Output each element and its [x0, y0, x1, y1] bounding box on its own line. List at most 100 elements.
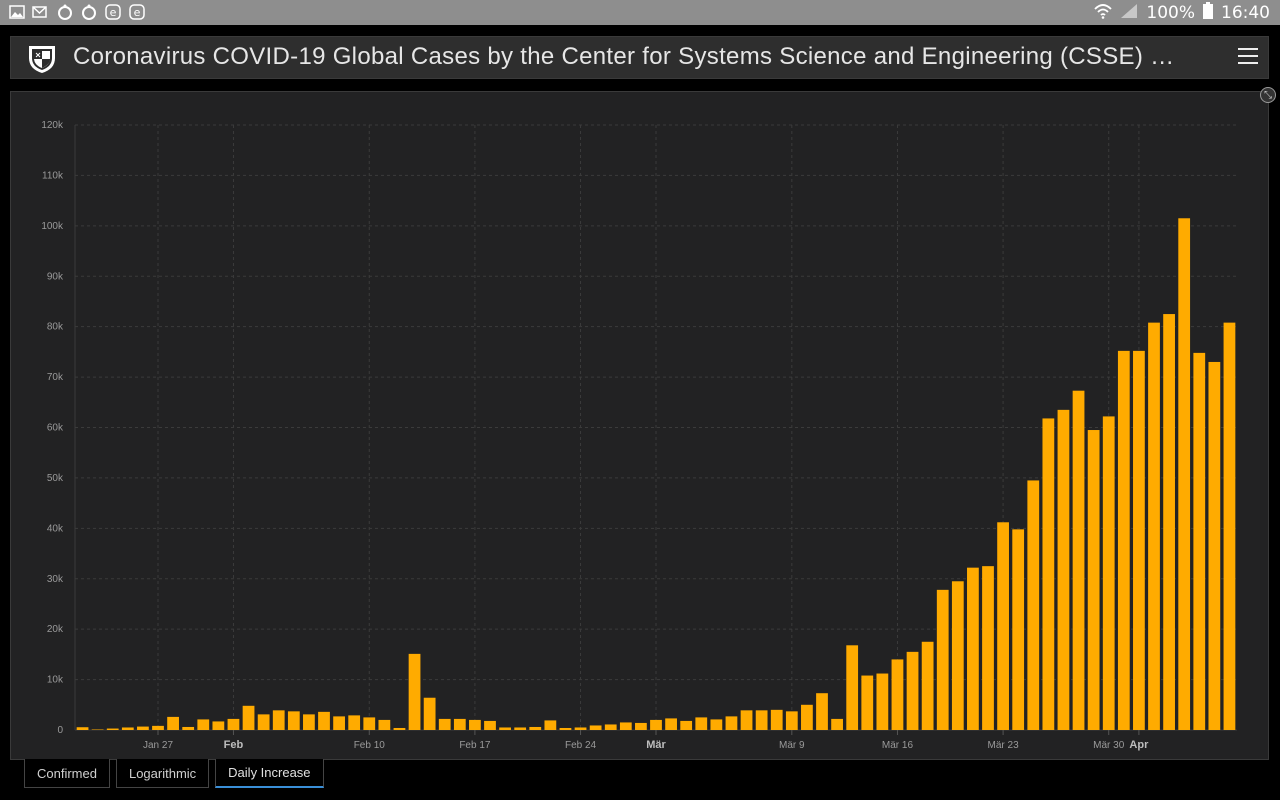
- tab-daily-increase[interactable]: Daily Increase: [215, 759, 324, 788]
- battery-icon: [1203, 2, 1213, 24]
- bar[interactable]: [846, 645, 859, 730]
- bar[interactable]: [574, 727, 587, 730]
- bar[interactable]: [1012, 529, 1025, 730]
- bar[interactable]: [936, 589, 949, 730]
- bar[interactable]: [91, 729, 104, 730]
- bar[interactable]: [619, 722, 632, 730]
- bar[interactable]: [650, 719, 662, 730]
- x-tick-label: Mär: [646, 739, 666, 751]
- bar[interactable]: [1102, 416, 1115, 730]
- bar[interactable]: [453, 718, 466, 730]
- bar[interactable]: [801, 704, 813, 730]
- bar[interactable]: [1042, 418, 1055, 730]
- bar[interactable]: [861, 675, 874, 730]
- bar[interactable]: [951, 581, 964, 730]
- bar[interactable]: [212, 721, 225, 730]
- x-tick-label: Mär 9: [779, 740, 805, 751]
- bar[interactable]: [1223, 322, 1236, 730]
- bar[interactable]: [1178, 218, 1191, 730]
- x-tick-label: Jan 27: [143, 740, 173, 751]
- app-icon: [80, 3, 98, 21]
- bar[interactable]: [438, 718, 451, 730]
- y-tick-label: 50k: [47, 473, 64, 484]
- svg-text:e: e: [134, 6, 141, 19]
- bar[interactable]: [906, 651, 919, 730]
- bar[interactable]: [1163, 314, 1175, 730]
- tab-confirmed[interactable]: Confirmed: [24, 759, 110, 788]
- bar[interactable]: [725, 716, 738, 730]
- bar[interactable]: [348, 715, 361, 730]
- bar[interactable]: [378, 719, 391, 730]
- bar[interactable]: [710, 719, 723, 730]
- clock: 16:40: [1221, 3, 1270, 23]
- bar[interactable]: [484, 720, 496, 730]
- y-tick-label: 110k: [42, 170, 64, 181]
- bar[interactable]: [227, 718, 240, 730]
- bar[interactable]: [106, 728, 119, 730]
- bar[interactable]: [182, 726, 195, 730]
- bar[interactable]: [785, 711, 798, 730]
- bar[interactable]: [423, 697, 436, 730]
- bar[interactable]: [1133, 350, 1145, 730]
- bar[interactable]: [167, 716, 179, 730]
- bar[interactable]: [740, 710, 753, 730]
- bar[interactable]: [589, 725, 602, 730]
- bar[interactable]: [816, 693, 828, 730]
- x-tick-label: Feb 24: [565, 740, 597, 751]
- bar[interactable]: [363, 717, 376, 730]
- bar[interactable]: [559, 727, 572, 730]
- bar[interactable]: [755, 710, 768, 730]
- bar[interactable]: [967, 567, 979, 730]
- bar[interactable]: [891, 659, 904, 730]
- bar[interactable]: [876, 673, 889, 730]
- bar[interactable]: [1193, 352, 1206, 730]
- bar[interactable]: [76, 727, 89, 730]
- bar[interactable]: [770, 709, 783, 730]
- bar[interactable]: [137, 726, 149, 730]
- bar[interactable]: [635, 722, 647, 730]
- signal-icon: [1120, 3, 1138, 24]
- bar[interactable]: [1148, 322, 1160, 730]
- collapse-icon[interactable]: ⤡: [1260, 87, 1276, 103]
- tab-logarithmic[interactable]: Logarithmic: [115, 759, 210, 788]
- bar[interactable]: [408, 653, 421, 730]
- bar[interactable]: [997, 522, 1009, 730]
- bar[interactable]: [242, 705, 255, 730]
- bar[interactable]: [333, 716, 345, 730]
- bar[interactable]: [1027, 480, 1040, 730]
- bar[interactable]: [665, 718, 677, 730]
- bar[interactable]: [499, 727, 511, 730]
- bar[interactable]: [695, 717, 708, 730]
- y-tick-label: 0: [57, 725, 63, 736]
- bar[interactable]: [121, 727, 134, 730]
- bar[interactable]: [544, 720, 557, 730]
- bar[interactable]: [469, 719, 481, 730]
- chart-tabs: Confirmed Logarithmic Daily Increase: [24, 759, 324, 788]
- bar[interactable]: [680, 720, 693, 730]
- bar[interactable]: [982, 566, 994, 730]
- hamburger-menu-icon[interactable]: [1238, 48, 1258, 68]
- bar[interactable]: [921, 641, 934, 730]
- bar[interactable]: [604, 724, 617, 730]
- bar[interactable]: [287, 711, 300, 730]
- x-tick-label: Mär 16: [882, 740, 914, 751]
- bar[interactable]: [272, 710, 285, 730]
- x-axis: Jan 27 Feb Feb 10 Feb 17 Feb 24 Mär Mär 9 Mär 1…: [143, 730, 1149, 751]
- bar[interactable]: [393, 727, 406, 730]
- bar[interactable]: [1117, 350, 1130, 730]
- bar[interactable]: [1087, 430, 1100, 730]
- bar[interactable]: [197, 719, 210, 730]
- bar[interactable]: [1057, 409, 1070, 730]
- bar[interactable]: [514, 727, 527, 730]
- bar[interactable]: [1208, 361, 1221, 730]
- email-icon: [32, 3, 50, 21]
- bar[interactable]: [831, 718, 843, 730]
- bar[interactable]: [529, 726, 542, 730]
- bar[interactable]: [257, 714, 270, 730]
- bar[interactable]: [303, 714, 315, 730]
- bar[interactable]: [318, 711, 330, 730]
- y-tick-label: 10k: [47, 675, 64, 686]
- bar[interactable]: [1072, 390, 1085, 730]
- bar[interactable]: [152, 725, 164, 730]
- y-tick-label: 40k: [47, 523, 64, 534]
